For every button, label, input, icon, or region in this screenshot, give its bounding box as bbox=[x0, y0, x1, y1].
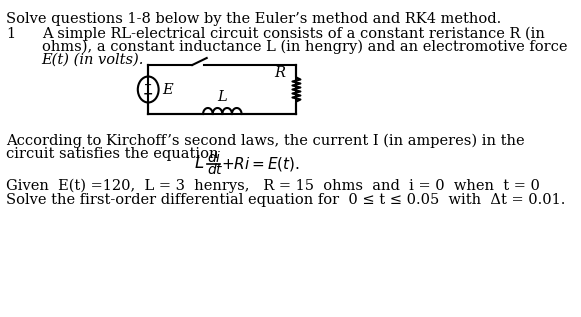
Text: L: L bbox=[217, 90, 227, 104]
Text: +: + bbox=[144, 81, 152, 90]
Text: Solve questions 1-8 below by the Euler’s method and RK4 method.: Solve questions 1-8 below by the Euler’s… bbox=[6, 12, 501, 26]
Text: According to Kirchoff’s second laws, the current I (in amperes) in the: According to Kirchoff’s second laws, the… bbox=[6, 134, 525, 148]
Text: Given  E(t) =120,  L = 3  henrys,   R = 15  ohms  and  i = 0  when  t = 0: Given E(t) =120, L = 3 henrys, R = 15 oh… bbox=[6, 179, 540, 193]
Text: ohms), a constant inductance L (in hengry) and an electromotive force: ohms), a constant inductance L (in hengr… bbox=[42, 40, 567, 55]
Text: E: E bbox=[163, 82, 173, 96]
Text: A simple RL-electrical circuit consists of a constant reristance R (in: A simple RL-electrical circuit consists … bbox=[42, 27, 544, 42]
Text: E(t) (in volts).: E(t) (in volts). bbox=[42, 53, 144, 67]
Text: $di$: $di$ bbox=[207, 151, 221, 165]
Text: −: − bbox=[143, 88, 153, 101]
Text: R: R bbox=[274, 66, 285, 80]
Text: 1: 1 bbox=[6, 27, 16, 41]
Text: circuit satisfies the equation: circuit satisfies the equation bbox=[6, 147, 219, 161]
Text: $L$: $L$ bbox=[194, 156, 204, 172]
Text: Solve the first-order differential equation for  0 ≤ t ≤ 0.05  with  Δt = 0.01.: Solve the first-order differential equat… bbox=[6, 193, 566, 207]
Text: $+ Ri = E(t).$: $+ Ri = E(t).$ bbox=[221, 155, 300, 173]
Text: $dt$: $dt$ bbox=[207, 163, 223, 178]
